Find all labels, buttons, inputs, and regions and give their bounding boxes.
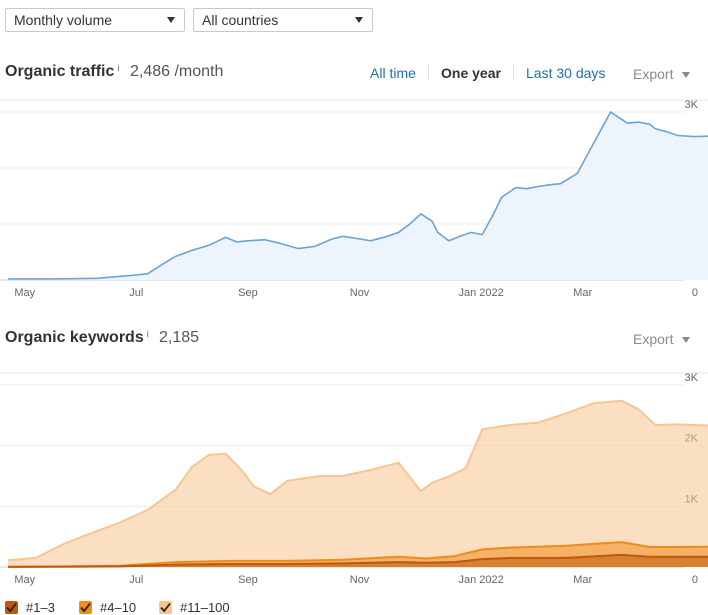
x-tick-label: Jul xyxy=(129,287,143,299)
traffic-value: 2,486 /month xyxy=(130,63,224,80)
keywords-export-label: Export xyxy=(633,331,674,347)
metric-select-value: Monthly volume xyxy=(14,12,113,28)
x-tick-label: Nov xyxy=(350,287,370,299)
x-tick-label: Jan 2022 xyxy=(459,287,504,299)
y-tick-label: 0 xyxy=(692,287,698,299)
country-select[interactable]: All countries xyxy=(193,8,373,32)
keywords-export-button[interactable]: Export xyxy=(633,331,691,347)
chevron-down-icon xyxy=(355,17,363,23)
series-line-traffic xyxy=(8,110,708,280)
x-tick-label: Sep xyxy=(238,287,258,299)
y-tick-label: 3K xyxy=(685,99,699,111)
info-icon[interactable]: i xyxy=(117,63,120,73)
legend-label-1-3: #1–3 xyxy=(26,600,55,615)
legend-label-4-10: #4–10 xyxy=(100,600,137,615)
check-icon xyxy=(6,602,17,613)
country-select-value: All countries xyxy=(202,12,279,28)
legend-checkbox-1-3[interactable] xyxy=(5,601,18,614)
metric-select[interactable]: Monthly volume xyxy=(5,8,185,32)
traffic-export-label: Export xyxy=(633,66,674,82)
y-tick-label: 0 xyxy=(692,574,698,586)
chevron-down-icon xyxy=(682,337,691,344)
legend-checkbox-11-100[interactable] xyxy=(159,601,172,614)
series-line-1-3 xyxy=(7,553,708,568)
legend-label-11-100: #11–100 xyxy=(180,600,230,615)
range-all-time[interactable]: All time xyxy=(370,65,416,81)
x-tick-label: Jan 2022 xyxy=(459,574,504,586)
legend-checkbox-4-10[interactable] xyxy=(79,601,92,614)
series-line-11-100 xyxy=(7,399,708,562)
traffic-title-text: Organic traffic xyxy=(5,63,115,80)
series-area-11-100 xyxy=(8,400,708,567)
x-tick-label: Mar xyxy=(573,574,592,586)
range-last-30-days[interactable]: Last 30 days xyxy=(526,65,606,81)
check-icon xyxy=(80,602,91,613)
range-divider xyxy=(513,64,514,80)
chevron-down-icon xyxy=(167,17,175,23)
check-icon xyxy=(160,602,171,613)
x-tick-label: Nov xyxy=(350,574,370,586)
traffic-title: Organic traffic i xyxy=(5,63,119,81)
info-icon[interactable]: i xyxy=(146,329,149,339)
keywords-value: 2,185 xyxy=(159,329,200,346)
range-one-year[interactable]: One year xyxy=(441,65,501,81)
chevron-down-icon xyxy=(682,72,691,79)
x-tick-label: May xyxy=(14,287,35,299)
range-divider xyxy=(428,64,429,80)
x-tick-label: Mar xyxy=(573,287,592,299)
series-area-traffic xyxy=(8,112,708,280)
x-tick-label: Sep xyxy=(238,574,258,586)
x-tick-label: Jul xyxy=(129,574,143,586)
series-line-4-10 xyxy=(7,541,708,568)
keywords-title: Organic keywords i xyxy=(5,329,149,347)
keywords-title-text: Organic keywords xyxy=(5,329,144,346)
y-tick-label: 3K xyxy=(685,372,699,384)
x-tick-label: May xyxy=(14,574,35,586)
traffic-export-button[interactable]: Export xyxy=(633,66,691,82)
